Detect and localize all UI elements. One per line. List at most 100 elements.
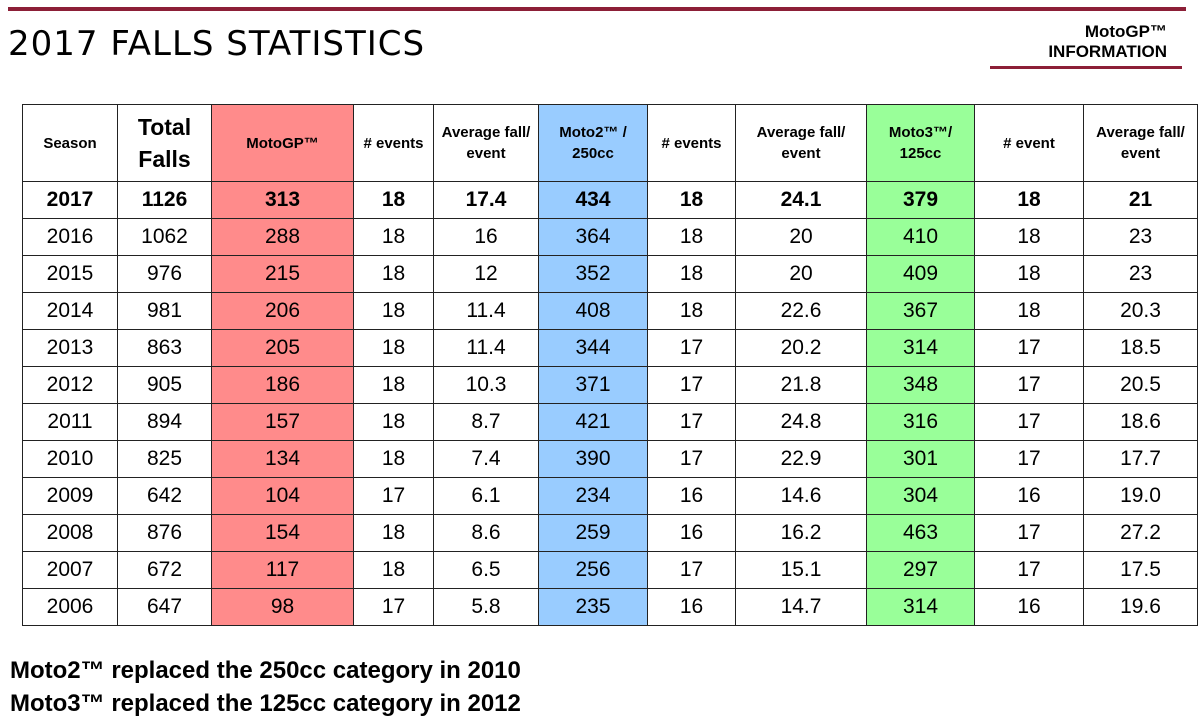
cell-motogp: 98 — [211, 588, 354, 626]
cell-moto3-average: 19.6 — [1083, 588, 1198, 626]
cell-moto2-average: 14.6 — [735, 477, 867, 515]
header-moto2-events: # events — [647, 104, 736, 182]
cell-season: 2016 — [22, 218, 118, 256]
cell-motogp-average: 8.6 — [433, 514, 539, 552]
cell-moto3: 367 — [866, 292, 975, 330]
cell-moto2: 390 — [538, 440, 648, 478]
cell-season: 2007 — [22, 551, 118, 589]
header-motogp-events: # events — [353, 104, 434, 182]
cell-moto2-events: 18 — [647, 181, 736, 219]
cell-motogp-events: 18 — [353, 255, 434, 293]
cell-moto2-average: 24.8 — [735, 403, 867, 441]
cell-total-falls: 672 — [117, 551, 212, 589]
cell-moto3-average: 23 — [1083, 218, 1198, 256]
cell-moto3-events: 17 — [974, 403, 1084, 441]
cell-moto2-average: 15.1 — [735, 551, 867, 589]
cell-moto2-average: 20 — [735, 255, 867, 293]
cell-moto2: 408 — [538, 292, 648, 330]
brand-label: MotoGP™ INFORMATION — [1048, 22, 1167, 62]
cell-motogp-average: 16 — [433, 218, 539, 256]
cell-motogp-average: 7.4 — [433, 440, 539, 478]
cell-season: 2013 — [22, 329, 118, 367]
cell-season: 2009 — [22, 477, 118, 515]
table-row: 2009 642 104 17 6.1 234 16 14.6 304 16 19.0 — [22, 477, 1198, 515]
cell-moto2-events: 16 — [647, 514, 736, 552]
cell-moto3-events: 18 — [974, 255, 1084, 293]
table-row: 2007 672 117 18 6.5 256 17 15.1 297 17 17.5 — [22, 551, 1198, 589]
cell-motogp-events: 18 — [353, 551, 434, 589]
cell-moto2-events: 16 — [647, 477, 736, 515]
cell-motogp: 186 — [211, 366, 354, 404]
cell-moto2-average: 22.6 — [735, 292, 867, 330]
cell-moto3: 348 — [866, 366, 975, 404]
cell-moto2-average: 22.9 — [735, 440, 867, 478]
cell-season: 2006 — [22, 588, 118, 626]
cell-motogp: 104 — [211, 477, 354, 515]
cell-motogp-events: 17 — [353, 477, 434, 515]
cell-motogp: 134 — [211, 440, 354, 478]
cell-moto3-events: 17 — [974, 329, 1084, 367]
cell-total-falls: 1062 — [117, 218, 212, 256]
table-row: 2006 647 98 17 5.8 235 16 14.7 314 16 19.6 — [22, 588, 1198, 626]
cell-moto3: 314 — [866, 329, 975, 367]
table-row: 2012 905 186 18 10.3 371 17 21.8 348 17 20.5 — [22, 366, 1198, 404]
cell-motogp-average: 10.3 — [433, 366, 539, 404]
cell-motogp-events: 18 — [353, 403, 434, 441]
cell-total-falls: 642 — [117, 477, 212, 515]
cell-total-falls: 647 — [117, 588, 212, 626]
cell-moto3-average: 23 — [1083, 255, 1198, 293]
cell-moto3-events: 16 — [974, 588, 1084, 626]
table-body: 2017 1126 313 18 17.4 434 18 24.1 379 18 21 2016 106… — [22, 181, 1198, 626]
header-total-falls: Total Falls — [117, 104, 212, 182]
cell-moto2: 371 — [538, 366, 648, 404]
cell-motogp-average: 8.7 — [433, 403, 539, 441]
cell-moto3: 316 — [866, 403, 975, 441]
cell-motogp: 313 — [211, 181, 354, 219]
cell-moto3: 301 — [866, 440, 975, 478]
table-row: 2015 976 215 18 12 352 18 20 409 18 23 — [22, 255, 1198, 293]
cell-motogp: 154 — [211, 514, 354, 552]
cell-motogp-events: 18 — [353, 366, 434, 404]
cell-moto3: 297 — [866, 551, 975, 589]
brand-line-2: INFORMATION — [1048, 42, 1167, 61]
header-moto3: Moto3™/ 125cc — [866, 104, 975, 182]
header-season: Season — [22, 104, 118, 182]
cell-motogp: 206 — [211, 292, 354, 330]
cell-moto3-average: 21 — [1083, 181, 1198, 219]
cell-moto2-average: 16.2 — [735, 514, 867, 552]
cell-season: 2014 — [22, 292, 118, 330]
cell-moto3: 304 — [866, 477, 975, 515]
footnote-moto2: Moto2™ replaced the 250cc category in 20… — [10, 657, 521, 684]
cell-motogp: 157 — [211, 403, 354, 441]
cell-moto2: 259 — [538, 514, 648, 552]
cell-motogp-events: 18 — [353, 440, 434, 478]
table-row: 2010 825 134 18 7.4 390 17 22.9 301 17 17.7 — [22, 440, 1198, 478]
cell-motogp-average: 17.4 — [433, 181, 539, 219]
cell-moto2: 421 — [538, 403, 648, 441]
cell-total-falls: 905 — [117, 366, 212, 404]
cell-motogp: 205 — [211, 329, 354, 367]
cell-moto3: 379 — [866, 181, 975, 219]
cell-moto2-events: 18 — [647, 292, 736, 330]
header-moto3-average: Average fall/ event — [1083, 104, 1198, 182]
cell-moto3-events: 17 — [974, 366, 1084, 404]
footnotes: Moto2™ replaced the 250cc category in 20… — [10, 654, 521, 720]
cell-motogp-events: 18 — [353, 514, 434, 552]
page-title: 2017 FALLS STATISTICS — [8, 24, 426, 64]
cell-moto2: 344 — [538, 329, 648, 367]
cell-moto2-events: 17 — [647, 403, 736, 441]
header-moto2-average: Average fall/ event — [735, 104, 867, 182]
cell-moto2-average: 24.1 — [735, 181, 867, 219]
cell-total-falls: 1126 — [117, 181, 212, 219]
footnote-moto3: Moto3™ replaced the 125cc category in 20… — [10, 690, 521, 717]
cell-moto3: 314 — [866, 588, 975, 626]
cell-motogp-average: 12 — [433, 255, 539, 293]
cell-moto2-events: 17 — [647, 551, 736, 589]
cell-moto2-average: 14.7 — [735, 588, 867, 626]
cell-total-falls: 894 — [117, 403, 212, 441]
header-motogp: MotoGP™ — [211, 104, 354, 182]
cell-moto3-average: 27.2 — [1083, 514, 1198, 552]
cell-moto3: 409 — [866, 255, 975, 293]
table-row: 2013 863 205 18 11.4 344 17 20.2 314 17 18.5 — [22, 329, 1198, 367]
cell-moto2: 235 — [538, 588, 648, 626]
